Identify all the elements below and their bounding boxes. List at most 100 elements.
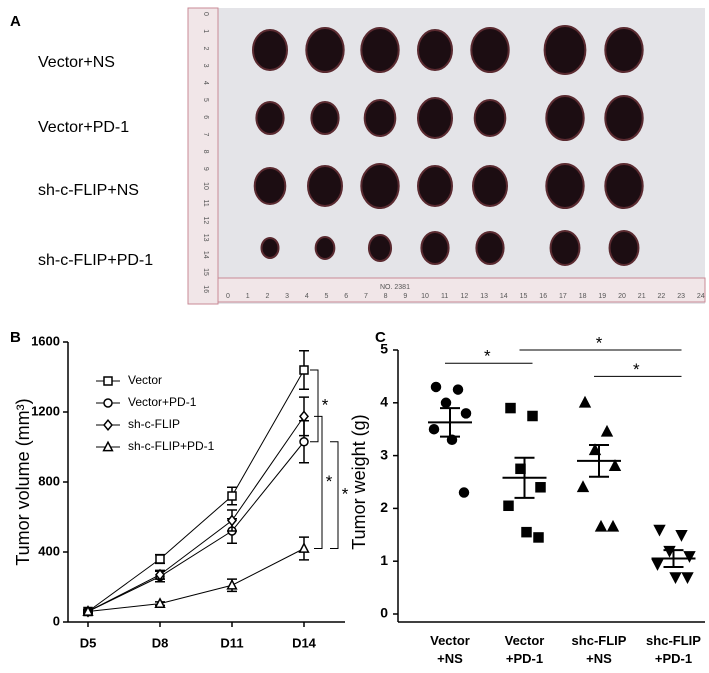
point [600,424,614,437]
ruler-number: 2 [202,46,209,50]
x-tick-line: shc-FLIP [646,633,701,648]
ruler-number: 10 [202,182,209,190]
ruler-number: 0 [202,12,209,16]
significance-label: * [342,485,349,504]
legend-label: Vector+PD-1 [128,395,197,409]
ruler-number: 7 [364,293,368,300]
ruler-number: 21 [638,293,646,300]
ruler-number: 23 [677,293,685,300]
row-label: sh-c-FLIP+NS [38,182,139,199]
x-tick-line: shc-FLIP [572,633,627,648]
y-axis-label: Tumor weight (g) [349,414,369,549]
ruler-number: 2 [265,293,269,300]
significance-label: * [484,347,491,366]
ruler-number: 7 [202,132,209,136]
series-line [87,369,305,612]
ruler-number: 12 [461,293,469,300]
ruler-number: 11 [441,293,448,300]
point [675,530,688,542]
ruler-left [187,7,219,305]
tumor [473,99,507,137]
tumor [545,163,585,209]
point [683,551,696,563]
tumor [305,27,345,73]
tumor [417,97,453,139]
ruler-number: 10 [421,293,429,300]
significance-bracket [314,415,323,549]
tumor [604,27,644,73]
y-axis-label: Tumor volume (mm³) [13,398,33,565]
point [503,500,514,512]
sem-bar [589,444,609,478]
panel-label: A [10,13,21,30]
ruler-number: 1 [202,29,209,33]
point [521,526,532,538]
tumor [253,167,287,205]
tumor [310,101,340,135]
legend-label: sh-c-FLIP+PD-1 [128,439,215,453]
point [535,482,546,493]
y-tick-label: 2 [380,499,388,515]
tumor [252,29,288,71]
ruler-number: 6 [202,115,209,119]
point [428,423,440,435]
point [505,402,516,414]
y-tick-label: 1600 [31,333,60,348]
y-tick-label: 400 [38,543,60,558]
ruler-number: 1 [246,293,250,300]
significance-label: * [322,395,329,414]
tumor [363,99,397,137]
x-tick-label: Vector +PD-1 [505,633,545,666]
ruler-number: 13 [480,293,488,300]
significance-bracket [330,441,339,549]
y-tick-label: 800 [38,473,60,488]
point [651,559,664,571]
ruler-number: 4 [305,293,309,300]
y-tick-label: 0 [380,605,388,621]
ruler-number: 14 [202,251,209,259]
ruler-number: 4 [202,81,209,85]
tumor [255,101,285,135]
significance-label: * [326,472,333,491]
x-tick-line: +NS [586,651,612,666]
tumor [360,163,400,209]
tumor [367,234,393,262]
sem-bar [663,549,684,569]
legend-marker [103,376,113,386]
ruler-number: 13 [202,234,209,242]
ruler-number: 3 [202,64,209,68]
tumor [475,231,505,265]
point [594,519,608,532]
point [533,532,544,543]
ruler-number: 15 [202,268,209,276]
y-tick-label: 5 [380,341,388,357]
tumor [472,165,508,207]
tumor [543,25,587,75]
point [452,384,464,395]
x-tick-line: +NS [437,651,463,666]
y-tick-label: 3 [380,446,388,462]
tumor [608,230,640,266]
ruler-bottom [217,277,706,303]
tumor [260,237,280,259]
legend-marker [103,419,113,431]
point [669,572,682,585]
series-line [87,441,305,612]
point [154,597,166,608]
ruler-number: 12 [202,217,209,225]
legend-marker [103,398,113,408]
ruler-number: 6 [344,293,348,300]
ruler-number: 17 [559,293,567,300]
x-tick-label: D14 [292,635,317,650]
x-tick-label: shc-FLIP +PD-1 [646,633,701,666]
x-tick-label: D5 [80,635,97,650]
series-line [87,548,305,612]
tumor [545,95,585,141]
point [608,459,622,471]
point [430,381,442,393]
ruler-number: 16 [202,285,209,293]
ruler-number: 8 [384,293,388,300]
point [155,554,165,564]
tumor [417,165,453,207]
